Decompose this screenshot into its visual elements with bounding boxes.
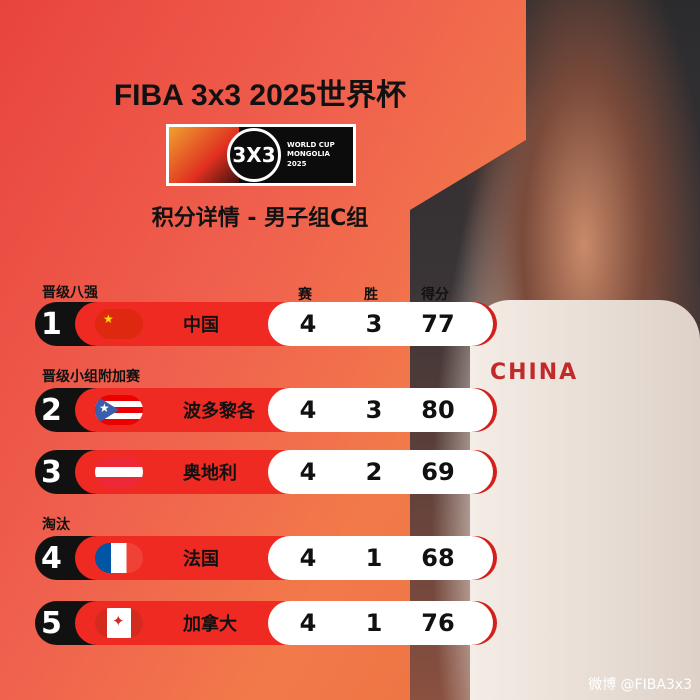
points-value: 69 [421,458,455,486]
team-name: 法国 [183,549,219,570]
section-label: 晋级八强 [42,285,98,301]
won-value: 2 [365,458,383,486]
team-name: 奥地利 [183,463,237,484]
standings-row: 1 ★ 中国 4 3 77 [35,302,495,346]
column-header-points: 得分 [421,287,449,303]
column-header-won: 胜 [364,287,378,303]
won-value: 1 [365,544,383,572]
won-value: 1 [365,609,383,637]
column-header-played: 赛 [298,287,312,303]
stats-cell: 4 3 77 [268,302,493,346]
team-name: 中国 [183,315,219,336]
stats-cell: 4 2 69 [268,450,493,494]
austria-flag-icon [95,457,143,487]
section-label: 晋级小组附加赛 [42,369,140,385]
subtitle: 积分详情 - 男子组C组 [151,206,369,231]
world-cup-logo: 3X3 WORLD CUP MONGOLIA 2025 [166,124,356,186]
china-flag-icon: ★ [95,309,143,339]
logo-badge: 3X3 [227,128,281,182]
points-value: 76 [421,609,455,637]
won-value: 3 [365,396,383,424]
played-value: 4 [299,396,317,424]
team-name: 加拿大 [183,614,237,635]
standings-row: 2 ★ 波多黎各 4 3 80 [35,388,495,432]
standings-row: 3 奥地利 4 2 69 [35,450,495,494]
played-value: 4 [299,310,317,338]
logo-text: WORLD CUP MONGOLIA 2025 [287,141,335,168]
stats-cell: 4 1 76 [268,601,493,645]
canada-flag-icon: ✦ [95,608,143,638]
section-label: 淘汰 [42,517,70,533]
played-value: 4 [299,458,317,486]
team-name: 波多黎各 [183,401,255,422]
stats-cell: 4 1 68 [268,536,493,580]
points-value: 77 [421,310,455,338]
puerto-rico-flag-icon: ★ [95,395,143,425]
stats-cell: 4 3 80 [268,388,493,432]
page-title: FIBA 3x3 2025世界杯 [113,79,407,112]
points-value: 80 [421,396,455,424]
watermark: 微博 @FIBA3x3 [588,677,692,693]
france-flag-icon [95,543,143,573]
players-photo: CHINA [410,0,700,700]
played-value: 4 [299,609,317,637]
points-value: 68 [421,544,455,572]
played-value: 4 [299,544,317,572]
standings-row: 4 法国 4 1 68 [35,536,495,580]
won-value: 3 [365,310,383,338]
standings-row: 5 ✦ 加拿大 4 1 76 [35,601,495,645]
